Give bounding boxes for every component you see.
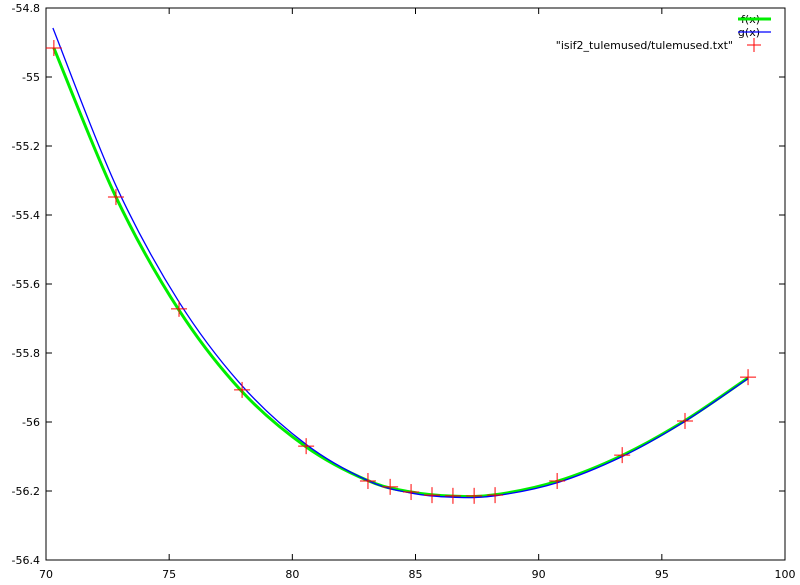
x-tick-label: 90 xyxy=(532,568,546,581)
y-tick-label: -56.4 xyxy=(12,554,40,567)
data-point xyxy=(234,381,251,398)
data-point xyxy=(740,369,757,386)
data-point xyxy=(444,487,461,504)
series-f-line xyxy=(52,47,749,499)
data-point xyxy=(466,487,483,504)
plot-border xyxy=(45,7,786,561)
data-point xyxy=(487,487,504,504)
y-tick-label: -54.8 xyxy=(12,2,40,15)
y-tick-label: -55 xyxy=(22,71,40,84)
y-tick-label: -56 xyxy=(22,416,40,429)
y-tick-label: -55.6 xyxy=(12,278,40,291)
y-tick-label: -55.4 xyxy=(12,209,40,222)
data-point xyxy=(171,300,188,317)
data-point xyxy=(382,478,399,495)
data-point xyxy=(45,40,62,57)
y-tick-label: -55.8 xyxy=(12,347,40,360)
x-tick-label: 70 xyxy=(39,568,53,581)
data-point xyxy=(676,412,693,429)
data-point xyxy=(424,487,441,504)
legend-swatch-data xyxy=(747,38,761,52)
y-tick-label: -56.2 xyxy=(12,485,40,498)
data-point xyxy=(549,472,566,489)
x-tick-label: 75 xyxy=(162,568,176,581)
series-g-line xyxy=(52,27,749,499)
data-point xyxy=(107,189,124,206)
legend: f(x) g(x) "isif2_tulemused/tulemused.txt… xyxy=(556,13,771,52)
x-tick-label: 80 xyxy=(285,568,299,581)
data-point xyxy=(359,472,376,489)
y-tick-label: -55.2 xyxy=(12,140,40,153)
x-tick-label: 100 xyxy=(775,568,796,581)
x-tick-label: 95 xyxy=(655,568,669,581)
data-point xyxy=(298,438,315,455)
data-point xyxy=(403,484,420,501)
legend-label-data: "isif2_tulemused/tulemused.txt" xyxy=(556,39,733,52)
x-tick-label: 85 xyxy=(409,568,423,581)
data-point xyxy=(614,447,631,464)
